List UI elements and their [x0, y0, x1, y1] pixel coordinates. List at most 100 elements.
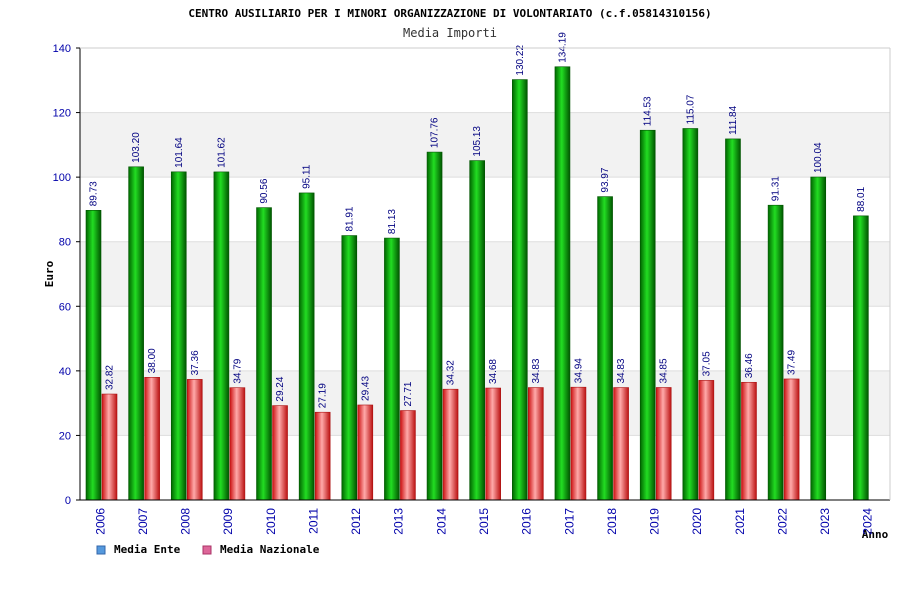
bar-media-ente-2012	[341, 235, 358, 501]
x-tick-label: 2017	[562, 508, 576, 535]
y-tick-label: 120	[53, 108, 71, 120]
bar-media-ente-2013	[384, 237, 400, 501]
bar-media-ente-2006	[85, 210, 102, 501]
x-tick-label: 2024	[861, 508, 875, 535]
value-label: 34.85	[659, 358, 670, 383]
plot-band	[80, 112, 890, 178]
bar-media-ente-2010	[256, 207, 272, 501]
x-tick-label: 2008	[179, 508, 193, 535]
bar-media-ente-2017	[554, 66, 571, 501]
chart-subtitle: Media Importi	[403, 26, 497, 40]
value-label: 107.76	[430, 117, 441, 148]
value-label: 32.82	[105, 365, 116, 390]
value-label: 95.11	[302, 164, 313, 189]
bar-media-nazionale-2012	[357, 404, 374, 501]
bar-media-nazionale-2021	[741, 381, 757, 501]
value-label: 81.13	[387, 209, 398, 234]
value-label: 37.05	[701, 351, 712, 376]
x-tick-label: 2013	[392, 508, 406, 535]
legend-swatch-media-nazionale	[202, 545, 212, 555]
value-label: 34.94	[573, 358, 584, 383]
x-axis-ticks: 2006 2007 2008 2009 2010 2011 2012 2013 2014 2015…	[93, 508, 874, 535]
value-label: 105.13	[472, 126, 483, 157]
value-label: 34.79	[232, 358, 243, 383]
value-label: 81.91	[344, 206, 355, 231]
bar-media-nazionale-2007	[144, 377, 160, 501]
x-tick-label: 2011	[306, 508, 320, 534]
x-tick-label: 2018	[605, 508, 619, 535]
value-label: 36.46	[744, 353, 755, 378]
value-label: 101.62	[216, 137, 227, 168]
value-label: 130.22	[515, 45, 526, 76]
y-tick-label: 20	[59, 430, 71, 442]
x-tick-label: 2016	[520, 508, 534, 535]
bar-media-ente-2009	[213, 171, 230, 501]
y-tick-label: 140	[53, 43, 71, 55]
value-label: 34.83	[531, 358, 542, 383]
bar-media-ente-2021	[725, 138, 741, 501]
y-tick-label: 80	[59, 237, 71, 249]
x-tick-label: 2023	[818, 508, 832, 535]
y-tick-label: 40	[59, 366, 71, 378]
x-tick-label: 2020	[690, 508, 704, 535]
value-label: 38.00	[147, 348, 158, 373]
value-label: 101.64	[174, 137, 185, 168]
bar-media-nazionale-2017	[570, 386, 587, 501]
bar-media-nazionale-2022	[783, 378, 800, 501]
value-label: 115.07	[685, 94, 696, 124]
bars	[85, 66, 869, 501]
bar-media-ente-2019	[639, 129, 656, 501]
bar-media-nazionale-2013	[400, 410, 416, 501]
value-label: 88.01	[856, 186, 867, 211]
x-tick-label: 2015	[477, 508, 491, 535]
x-tick-label: 2007	[136, 508, 150, 535]
x-tick-label: 2012	[349, 508, 363, 535]
bar-media-nazionale-2019	[655, 387, 672, 501]
value-label: 111.84	[728, 105, 739, 135]
value-label: 27.71	[403, 381, 414, 406]
bar-media-nazionale-2014	[442, 388, 459, 501]
x-tick-label: 2009	[221, 508, 235, 535]
value-label: 27.19	[318, 383, 329, 408]
y-tick-label: 0	[65, 495, 71, 507]
y-tick-label: 60	[59, 301, 71, 313]
legend: Media Ente Media Nazionale	[96, 543, 320, 556]
bar-media-nazionale-2011	[314, 411, 331, 501]
bar-media-nazionale-2015	[485, 387, 501, 501]
axes	[79, 47, 891, 501]
x-axis-label: Anno	[862, 528, 889, 541]
value-label: 29.43	[360, 376, 371, 401]
bar-media-ente-2007	[128, 166, 144, 501]
bar-media-nazionale-2008	[186, 379, 203, 501]
bar-media-ente-2015	[469, 160, 485, 501]
bar-media-ente-2024	[853, 215, 869, 501]
x-tick-label: 2019	[648, 508, 662, 535]
value-label: 37.36	[190, 350, 201, 375]
bar-media-ente-2008	[170, 171, 187, 501]
bar-media-ente-2022	[767, 204, 784, 501]
bar-media-ente-2016	[512, 79, 528, 501]
x-tick-label: 2010	[264, 508, 278, 535]
value-label: 34.83	[616, 358, 627, 383]
value-label: 29.24	[275, 376, 286, 401]
bar-media-nazionale-2016	[528, 387, 544, 501]
x-tick-label: 2021	[733, 508, 747, 535]
bar-media-nazionale-2006	[101, 393, 118, 501]
y-axis-ticks: 0 20 40 60 80 100 120 140	[53, 43, 80, 507]
legend-swatch-media-ente	[96, 545, 106, 555]
x-tick-label: 2022	[775, 508, 789, 535]
bar-media-nazionale-2020	[698, 380, 715, 501]
y-tick-label: 100	[53, 172, 71, 184]
legend-label-media-ente: Media Ente	[114, 543, 181, 556]
bar-media-ente-2018	[597, 196, 613, 501]
value-label: 93.97	[600, 167, 611, 192]
value-label: 91.31	[771, 176, 782, 201]
bar-media-ente-2011	[298, 192, 315, 501]
value-label: 34.32	[446, 360, 457, 385]
value-label: 90.56	[259, 178, 270, 203]
value-label: 100.04	[813, 142, 824, 173]
value-label: 114.53	[643, 96, 654, 126]
bar-media-ente-2014	[426, 151, 443, 501]
chart-title: CENTRO AUSILIARIO PER I MINORI ORGANIZZA…	[188, 7, 711, 20]
